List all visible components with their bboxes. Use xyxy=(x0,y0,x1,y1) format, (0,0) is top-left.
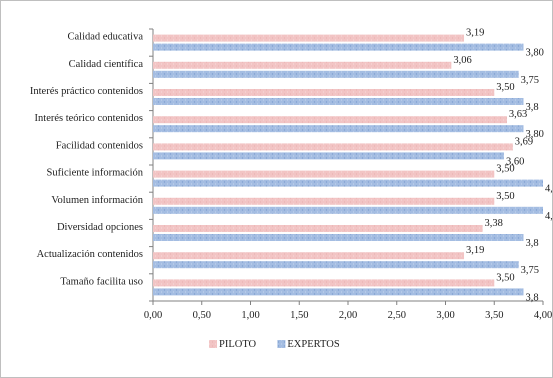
bar-expertos xyxy=(153,261,519,269)
data-label-expertos: 3,80 xyxy=(526,48,544,59)
data-label-piloto: 3,50 xyxy=(496,272,514,283)
bar-piloto xyxy=(153,61,452,69)
bar-piloto xyxy=(153,279,495,287)
data-label-expertos: 3,75 xyxy=(521,75,539,86)
category-label: Calidad educativa xyxy=(67,32,143,43)
legend-swatch-expertos xyxy=(277,340,286,348)
data-label-expertos: 3,75 xyxy=(521,265,539,276)
data-label-piloto: 3,06 xyxy=(453,55,471,66)
category-label: Suficiente información xyxy=(46,168,143,179)
data-label-expertos: 4,0 xyxy=(545,184,552,195)
data-label-expertos: 3,60 xyxy=(506,156,524,167)
x-tick-label: 1,50 xyxy=(290,310,308,321)
category-label: Interés teórico contenidos xyxy=(35,113,143,124)
data-label-expertos: 3,80 xyxy=(526,129,544,140)
x-tick-label: 0,00 xyxy=(144,310,162,321)
bar-expertos xyxy=(153,179,543,187)
category-label: Actualización contenidos xyxy=(37,249,143,260)
category-label: Calidad científica xyxy=(69,59,144,70)
bar-piloto xyxy=(153,34,465,42)
data-label-expertos: 3,8 xyxy=(526,238,539,249)
data-label-expertos: 4,0 xyxy=(545,211,552,222)
data-label-piloto: 3,50 xyxy=(496,82,514,93)
bar-expertos xyxy=(153,288,524,296)
bar-piloto xyxy=(153,170,495,178)
bar-piloto xyxy=(153,225,483,232)
bar-piloto xyxy=(153,197,495,205)
data-label-piloto: 3,38 xyxy=(485,218,503,229)
bar-expertos xyxy=(153,234,524,241)
x-tick-label: 1,00 xyxy=(241,310,259,321)
bar-expertos xyxy=(153,206,543,214)
bar-expertos xyxy=(153,152,504,160)
data-label-expertos: 3,8 xyxy=(526,292,539,303)
plot-area: 0,00 0,50 1,00 1,50 2,00 2,50 3,00 3,50 4,00 Cali… xyxy=(30,28,552,321)
legend-swatch-piloto xyxy=(209,340,217,348)
category-label: Tamaño facilita uso xyxy=(60,276,143,287)
bar-piloto xyxy=(153,116,507,124)
category-label: Diversidad opciones xyxy=(57,222,143,233)
data-label-piloto: 3,19 xyxy=(466,28,484,39)
data-label-expertos: 3,8 xyxy=(526,102,539,113)
legend-label-expertos: EXPERTOS xyxy=(287,339,339,350)
x-tick-label: 3,00 xyxy=(436,310,454,321)
bar-expertos xyxy=(153,98,524,105)
data-label-piloto: 3,19 xyxy=(466,245,484,256)
data-label-piloto: 3,50 xyxy=(496,191,514,202)
x-tick-label: 3,50 xyxy=(485,310,503,321)
x-tick-label: 0,50 xyxy=(193,310,211,321)
category-label: Facilidad contenidos xyxy=(56,140,143,151)
x-tick-label: 4,00 xyxy=(534,310,552,321)
bar-piloto xyxy=(153,252,465,260)
data-label-piloto: 3,63 xyxy=(509,109,527,120)
data-label-piloto: 3,50 xyxy=(496,164,514,175)
bar-expertos xyxy=(153,70,519,78)
bar-piloto xyxy=(153,143,513,151)
legend-label-piloto: PILOTO xyxy=(219,339,257,350)
x-tick-label: 2,00 xyxy=(339,310,357,321)
bar-expertos xyxy=(153,125,524,133)
bar-piloto xyxy=(153,89,495,96)
category-label: Interés práctico contenidos xyxy=(30,86,143,97)
x-tick-label: 2,50 xyxy=(388,310,406,321)
data-label-piloto: 3,69 xyxy=(515,136,533,147)
bar-expertos xyxy=(153,43,524,51)
legend: PILOTO EXPERTOS xyxy=(209,339,340,350)
category-label: Volumen información xyxy=(51,195,143,206)
